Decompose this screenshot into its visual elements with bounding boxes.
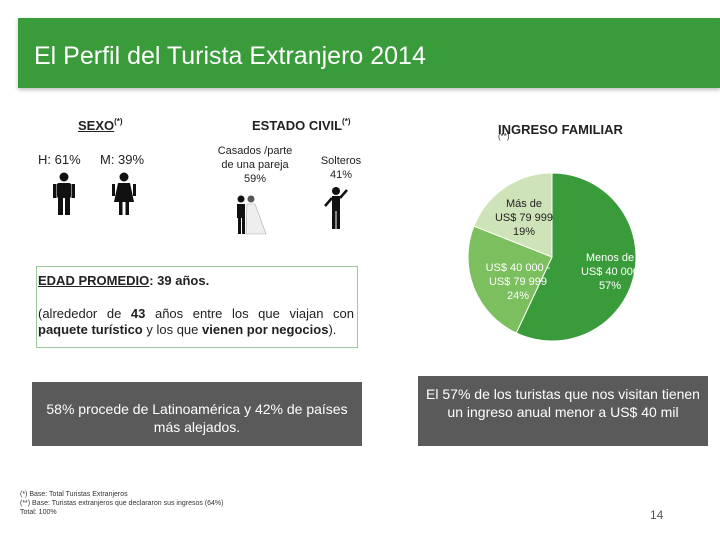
edad-value: : 39 años. <box>149 273 210 288</box>
estado-footnote-mark: (*) <box>342 117 351 126</box>
couple-icon <box>237 195 267 235</box>
page-title: El Perfil del Turista Extranjero 2014 <box>34 42 426 70</box>
ingreso-summary-box: El 57% de los turistas que nos visitan t… <box>418 376 708 446</box>
slice-label-line: 19% <box>512 226 536 238</box>
edad-box <box>36 266 358 348</box>
edad-detail-bold: vienen por negocios <box>202 322 329 337</box>
casados-label: Casados /parte de una pareja 59% <box>200 144 310 186</box>
sexo-footnote-mark: (*) <box>114 117 123 126</box>
sexo-title: SEXO <box>78 118 115 133</box>
ingreso-title: INGRESO FAMILIAR <box>498 122 623 137</box>
edad-detail-text: (alrededor de <box>38 306 131 321</box>
male-share: H: 61% <box>38 152 81 167</box>
footnote-line: (*) Base: Total Turistas Extranjeros <box>20 491 128 498</box>
estado-title: ESTADO CIVIL <box>252 118 343 133</box>
slice-label-line: 57% <box>598 280 622 292</box>
edad-detail-text: ). <box>328 322 337 337</box>
origin-box: 58% procede de Latinoamérica y 42% de pa… <box>32 382 362 446</box>
footnotes: (*) Base: Total Turistas Extranjeros (**… <box>20 490 223 517</box>
edad-detail-text: años entre los que viajan con <box>145 306 354 321</box>
slice-label-line: Más de <box>505 198 543 210</box>
slice-label-mas-de: Más de US$ 79 999 19% <box>485 197 563 239</box>
casados-line-2: de una pareja <box>221 159 289 171</box>
edad-detail-text: y los que <box>142 322 203 337</box>
slice-label-line: US$ 40 000 - <box>485 262 551 274</box>
solteros-line-2: 41% <box>329 169 353 181</box>
pie-slice-2 <box>473 172 553 258</box>
income-pie-chart <box>467 172 637 342</box>
slice-label-medio: US$ 40 000 - US$ 79 999 24% <box>476 261 560 303</box>
footnote-line: Total: 100% <box>20 509 57 516</box>
estado-heading: ESTADO CIVIL(*) <box>252 117 351 133</box>
edad-label: EDAD PROMEDIO <box>38 273 150 288</box>
slice-label-line: US$ 79 999 <box>494 212 554 224</box>
title-banner: El Perfil del Turista Extranjero 2014 <box>18 18 720 88</box>
slice-label-line: Menos de <box>585 252 635 264</box>
page-number: 14 <box>650 508 664 522</box>
sexo-heading: SEXO(*) <box>78 117 123 133</box>
slice-label-line: US$ 40 000 <box>580 266 640 278</box>
edad-heading: EDAD PROMEDIO: 39 años. <box>38 273 209 288</box>
ingreso-summary-text: El 57% de los turistas que nos visitan t… <box>426 386 700 420</box>
slice-label-line: 24% <box>506 290 530 302</box>
single-person-icon <box>324 187 348 229</box>
ingreso-footnote-mark: (**) <box>498 132 510 141</box>
edad-detail: (alrededor de 43 años entre los que viaj… <box>38 306 354 338</box>
footnote-line: (**) Base: Turistas extranjeros que decl… <box>20 500 224 507</box>
solteros-label: Solteros 41% <box>310 154 372 182</box>
edad-detail-bold: paquete turístico <box>38 322 143 337</box>
male-icon <box>53 172 75 215</box>
casados-line-3: 59% <box>243 173 267 185</box>
pie-slice-1 <box>467 225 553 334</box>
edad-detail-number: 43 <box>130 306 146 321</box>
female-share: M: 39% <box>100 152 145 167</box>
slice-label-line: US$ 79 999 <box>488 276 548 288</box>
pie-slice-0 <box>515 172 637 342</box>
ingreso-heading: INGRESO FAMILIAR <box>498 122 623 137</box>
female-icon <box>112 172 136 215</box>
slice-label-menos-de: Menos de US$ 40 000 57% <box>572 251 648 293</box>
casados-line-1: Casados /parte <box>217 145 293 157</box>
solteros-line-1: Solteros <box>320 155 362 167</box>
origin-text: 58% procede de Latinoamérica y 42% de pa… <box>46 401 348 435</box>
